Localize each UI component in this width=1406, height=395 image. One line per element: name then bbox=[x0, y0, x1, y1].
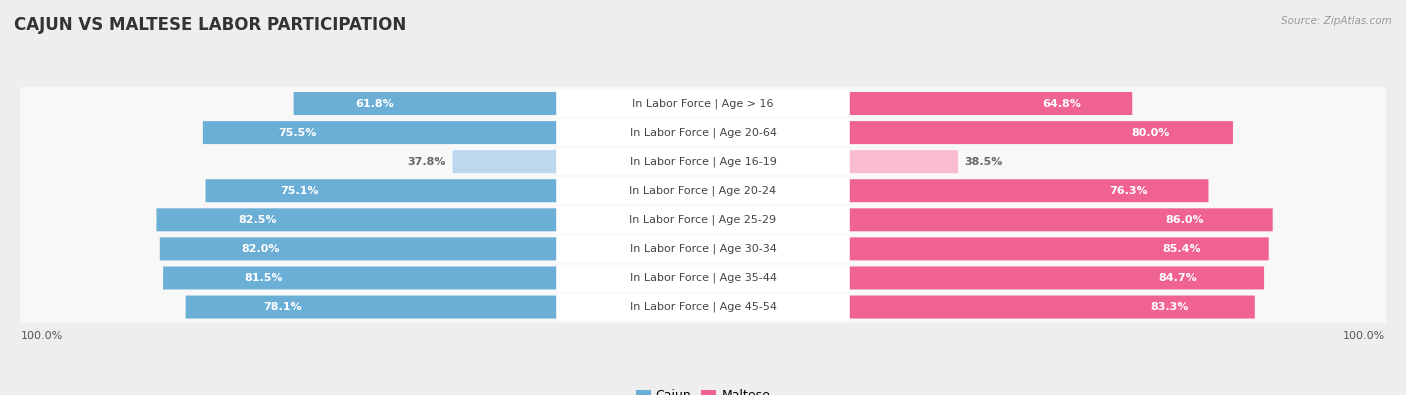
FancyBboxPatch shape bbox=[557, 236, 849, 262]
Text: In Labor Force | Age > 16: In Labor Force | Age > 16 bbox=[633, 98, 773, 109]
Text: 84.7%: 84.7% bbox=[1159, 273, 1197, 283]
FancyBboxPatch shape bbox=[703, 121, 1233, 144]
FancyBboxPatch shape bbox=[703, 150, 957, 173]
FancyBboxPatch shape bbox=[20, 87, 1386, 120]
FancyBboxPatch shape bbox=[20, 291, 1386, 323]
Text: 82.0%: 82.0% bbox=[242, 244, 280, 254]
FancyBboxPatch shape bbox=[557, 149, 849, 175]
Text: CAJUN VS MALTESE LABOR PARTICIPATION: CAJUN VS MALTESE LABOR PARTICIPATION bbox=[14, 16, 406, 34]
Text: In Labor Force | Age 20-24: In Labor Force | Age 20-24 bbox=[630, 186, 776, 196]
Text: In Labor Force | Age 25-29: In Labor Force | Age 25-29 bbox=[630, 214, 776, 225]
Text: 83.3%: 83.3% bbox=[1150, 302, 1188, 312]
FancyBboxPatch shape bbox=[20, 233, 1386, 265]
FancyBboxPatch shape bbox=[557, 178, 849, 204]
Legend: Cajun, Maltese: Cajun, Maltese bbox=[631, 384, 775, 395]
Text: 85.4%: 85.4% bbox=[1163, 244, 1201, 254]
Text: Source: ZipAtlas.com: Source: ZipAtlas.com bbox=[1281, 16, 1392, 26]
FancyBboxPatch shape bbox=[20, 262, 1386, 294]
FancyBboxPatch shape bbox=[294, 92, 703, 115]
FancyBboxPatch shape bbox=[557, 119, 849, 146]
Text: In Labor Force | Age 20-64: In Labor Force | Age 20-64 bbox=[630, 127, 776, 138]
Text: 76.3%: 76.3% bbox=[1109, 186, 1147, 196]
FancyBboxPatch shape bbox=[20, 145, 1386, 178]
FancyBboxPatch shape bbox=[557, 207, 849, 233]
Text: 38.5%: 38.5% bbox=[965, 157, 1002, 167]
FancyBboxPatch shape bbox=[703, 208, 1272, 231]
FancyBboxPatch shape bbox=[160, 237, 703, 260]
Text: In Labor Force | Age 16-19: In Labor Force | Age 16-19 bbox=[630, 156, 776, 167]
Text: 100.0%: 100.0% bbox=[1343, 331, 1385, 341]
FancyBboxPatch shape bbox=[453, 150, 703, 173]
FancyBboxPatch shape bbox=[163, 267, 703, 290]
FancyBboxPatch shape bbox=[205, 179, 703, 202]
FancyBboxPatch shape bbox=[156, 208, 703, 231]
Text: 75.1%: 75.1% bbox=[280, 186, 319, 196]
Text: 61.8%: 61.8% bbox=[356, 98, 394, 109]
Text: 75.5%: 75.5% bbox=[278, 128, 316, 137]
Text: 37.8%: 37.8% bbox=[408, 157, 446, 167]
FancyBboxPatch shape bbox=[703, 267, 1264, 290]
Text: In Labor Force | Age 45-54: In Labor Force | Age 45-54 bbox=[630, 302, 776, 312]
FancyBboxPatch shape bbox=[20, 175, 1386, 207]
Text: 100.0%: 100.0% bbox=[21, 331, 63, 341]
FancyBboxPatch shape bbox=[557, 294, 849, 320]
FancyBboxPatch shape bbox=[202, 121, 703, 144]
Text: In Labor Force | Age 35-44: In Labor Force | Age 35-44 bbox=[630, 273, 776, 283]
FancyBboxPatch shape bbox=[703, 179, 1208, 202]
Text: 81.5%: 81.5% bbox=[245, 273, 283, 283]
FancyBboxPatch shape bbox=[20, 203, 1386, 236]
FancyBboxPatch shape bbox=[703, 295, 1254, 318]
Text: 82.5%: 82.5% bbox=[239, 215, 277, 225]
FancyBboxPatch shape bbox=[557, 265, 849, 291]
FancyBboxPatch shape bbox=[703, 237, 1268, 260]
FancyBboxPatch shape bbox=[20, 117, 1386, 149]
FancyBboxPatch shape bbox=[557, 90, 849, 117]
FancyBboxPatch shape bbox=[703, 92, 1132, 115]
Text: 78.1%: 78.1% bbox=[263, 302, 302, 312]
Text: 64.8%: 64.8% bbox=[1042, 98, 1081, 109]
Text: 80.0%: 80.0% bbox=[1130, 128, 1170, 137]
FancyBboxPatch shape bbox=[186, 295, 703, 318]
Text: 86.0%: 86.0% bbox=[1166, 215, 1205, 225]
Text: In Labor Force | Age 30-34: In Labor Force | Age 30-34 bbox=[630, 244, 776, 254]
